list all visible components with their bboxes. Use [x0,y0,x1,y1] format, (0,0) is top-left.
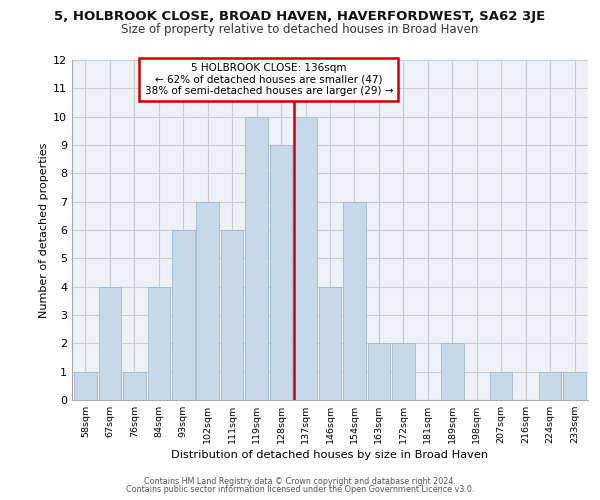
Bar [539,372,562,400]
Bar [270,145,292,400]
Bar [123,372,146,400]
Text: 5 HOLBROOK CLOSE: 136sqm
← 62% of detached houses are smaller (47)
38% of semi-d: 5 HOLBROOK CLOSE: 136sqm ← 62% of detach… [145,63,393,96]
Text: Contains public sector information licensed under the Open Government Licence v3: Contains public sector information licen… [126,485,474,494]
Text: Contains HM Land Registry data © Crown copyright and database right 2024.: Contains HM Land Registry data © Crown c… [144,477,456,486]
Bar [563,372,586,400]
Bar [343,202,366,400]
Bar [245,116,268,400]
Text: 5, HOLBROOK CLOSE, BROAD HAVEN, HAVERFORDWEST, SA62 3JE: 5, HOLBROOK CLOSE, BROAD HAVEN, HAVERFOR… [55,10,545,23]
Bar [148,286,170,400]
Text: Size of property relative to detached houses in Broad Haven: Size of property relative to detached ho… [121,22,479,36]
Bar [221,230,244,400]
Bar [319,286,341,400]
Bar [98,286,121,400]
Y-axis label: Number of detached properties: Number of detached properties [39,142,49,318]
Bar [490,372,512,400]
X-axis label: Distribution of detached houses by size in Broad Haven: Distribution of detached houses by size … [172,450,488,460]
Bar [441,344,464,400]
Bar [294,116,317,400]
Bar [392,344,415,400]
Bar [172,230,194,400]
Bar [196,202,219,400]
Bar [74,372,97,400]
Bar [368,344,390,400]
